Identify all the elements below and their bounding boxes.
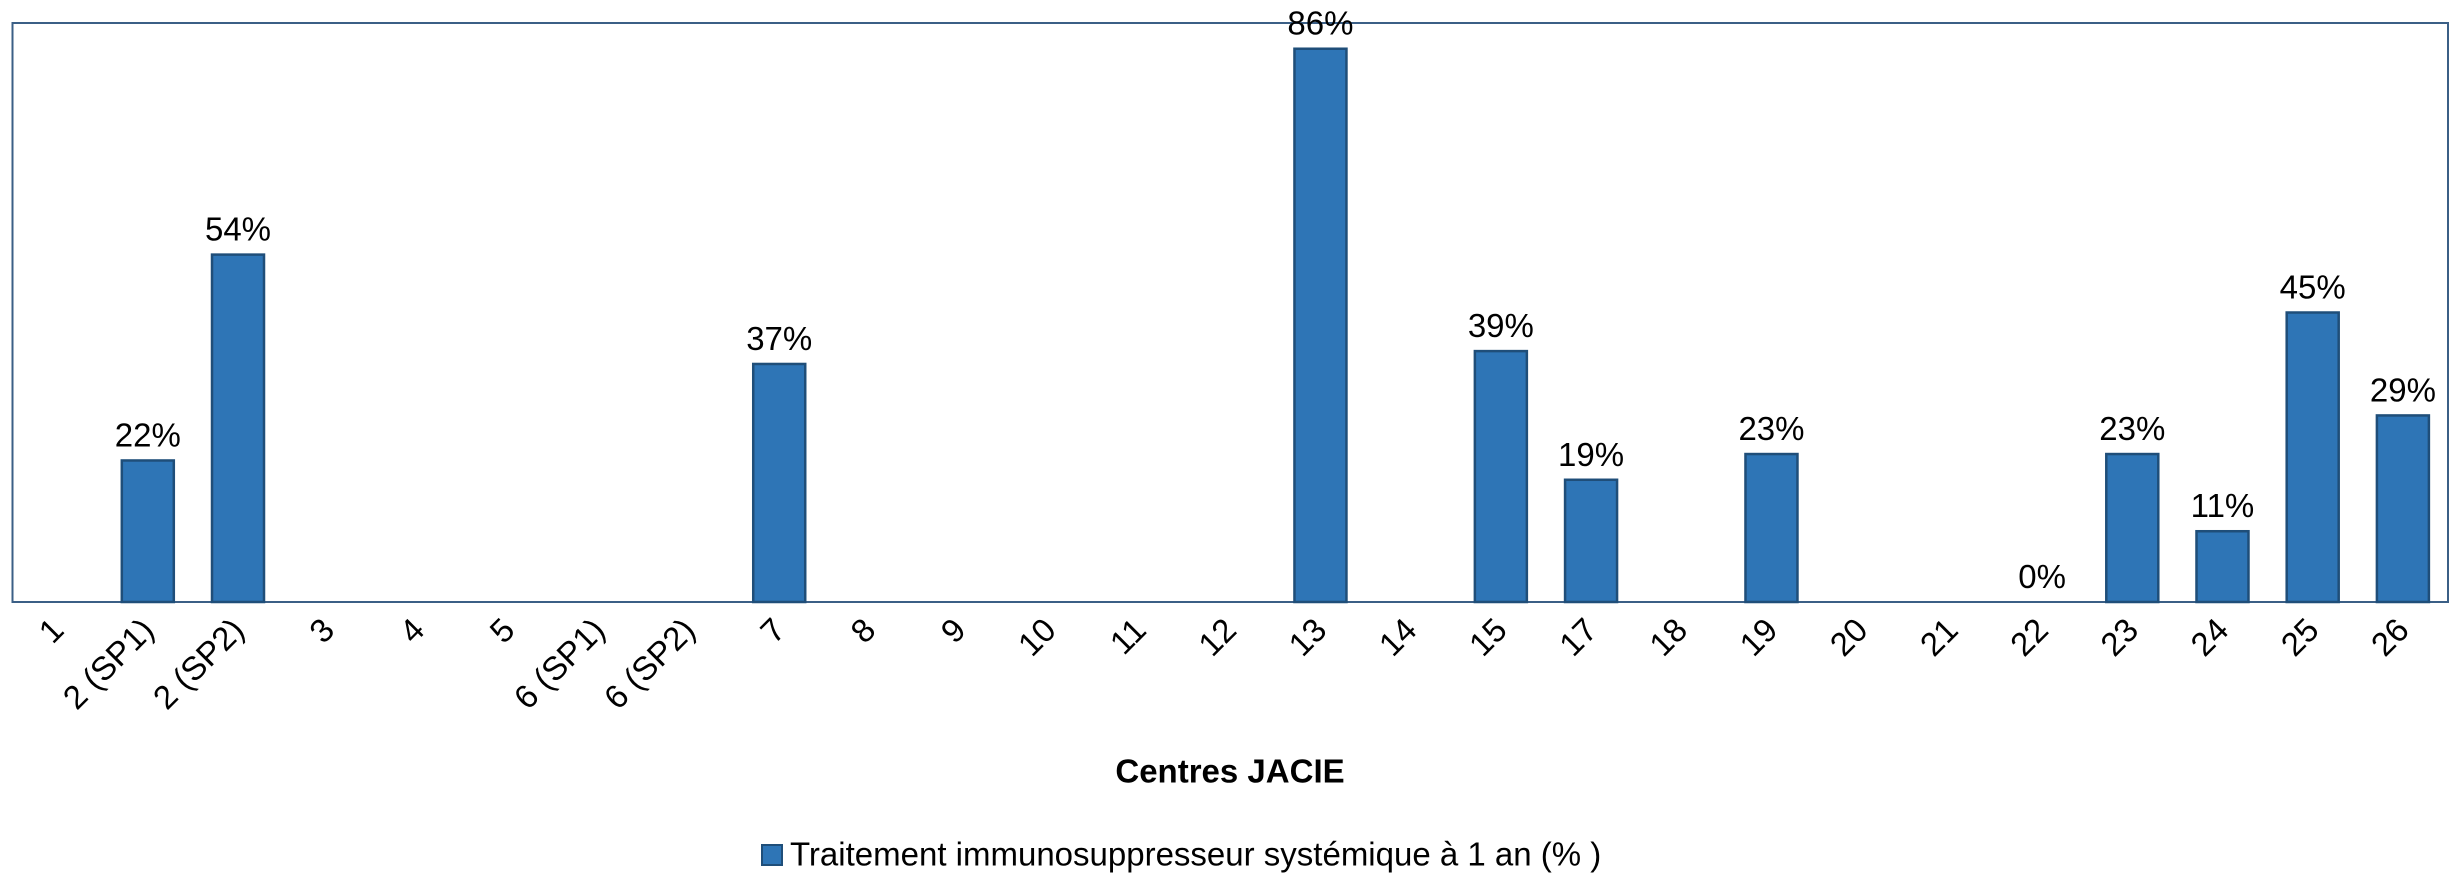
bar — [1473, 349, 1529, 604]
x-tick-label: 12 — [1191, 611, 1243, 663]
x-tick-label: 5 — [482, 611, 521, 650]
data-label: 23% — [1738, 410, 1804, 447]
legend-label: Traitement immunosuppresseur systémique … — [790, 836, 1601, 873]
legend-swatch — [761, 844, 783, 866]
bar — [210, 253, 266, 604]
x-axis-title: Centres JACIE — [1115, 753, 1344, 790]
x-tick-label: 14 — [1371, 611, 1423, 663]
bar — [120, 459, 176, 604]
data-label: 45% — [2280, 269, 2346, 306]
data-label: 37% — [746, 320, 812, 357]
data-label: 22% — [115, 416, 181, 453]
x-tick-label: 20 — [1822, 611, 1874, 663]
x-tick-label: 17 — [1552, 611, 1604, 663]
x-tick-label: 19 — [1732, 611, 1784, 663]
x-tick-label: 8 — [843, 611, 882, 650]
x-tick-label: 23 — [2093, 611, 2145, 663]
bar — [2105, 452, 2160, 604]
bar — [2285, 311, 2340, 604]
plot-area — [11, 22, 2449, 603]
x-tick-label: 3 — [302, 611, 341, 650]
x-tick-label: 22 — [2003, 611, 2055, 663]
x-tick-label: 15 — [1462, 611, 1514, 663]
data-label: 39% — [1468, 307, 1534, 344]
bar — [1744, 452, 1799, 604]
bar — [751, 362, 807, 604]
bar — [2375, 414, 2431, 604]
data-label: 86% — [1287, 5, 1353, 42]
data-label: 23% — [2099, 410, 2165, 447]
x-tick-label: 6 (SP1) — [507, 611, 612, 716]
x-tick-label: 9 — [933, 611, 972, 650]
x-tick-label: 7 — [753, 611, 792, 650]
x-tick-label: 10 — [1011, 611, 1063, 663]
data-label: 0% — [2018, 558, 2066, 595]
x-tick-label: 18 — [1642, 611, 1694, 663]
data-label: 29% — [2370, 371, 2436, 408]
x-tick-label: 4 — [392, 611, 431, 650]
bar — [1563, 478, 1619, 604]
x-tick-label: 6 (SP2) — [597, 611, 702, 716]
x-tick-label: 2 (SP2) — [146, 611, 251, 716]
x-tick-label: 21 — [1913, 611, 1965, 663]
x-tick-label: 1 — [31, 611, 70, 650]
x-tick-label: 26 — [2364, 611, 2416, 663]
bar — [2195, 529, 2250, 604]
x-tick-label: 25 — [2274, 611, 2326, 663]
x-tick-label: 24 — [2183, 611, 2235, 663]
x-tick-label: 2 (SP1) — [55, 611, 160, 716]
data-label: 11% — [2191, 487, 2255, 524]
data-label: 54% — [205, 211, 271, 248]
data-label: 19% — [1558, 436, 1624, 473]
x-tick-label: 13 — [1281, 611, 1333, 663]
x-tick-label: 11 — [1103, 611, 1153, 661]
bar — [1293, 47, 1348, 604]
